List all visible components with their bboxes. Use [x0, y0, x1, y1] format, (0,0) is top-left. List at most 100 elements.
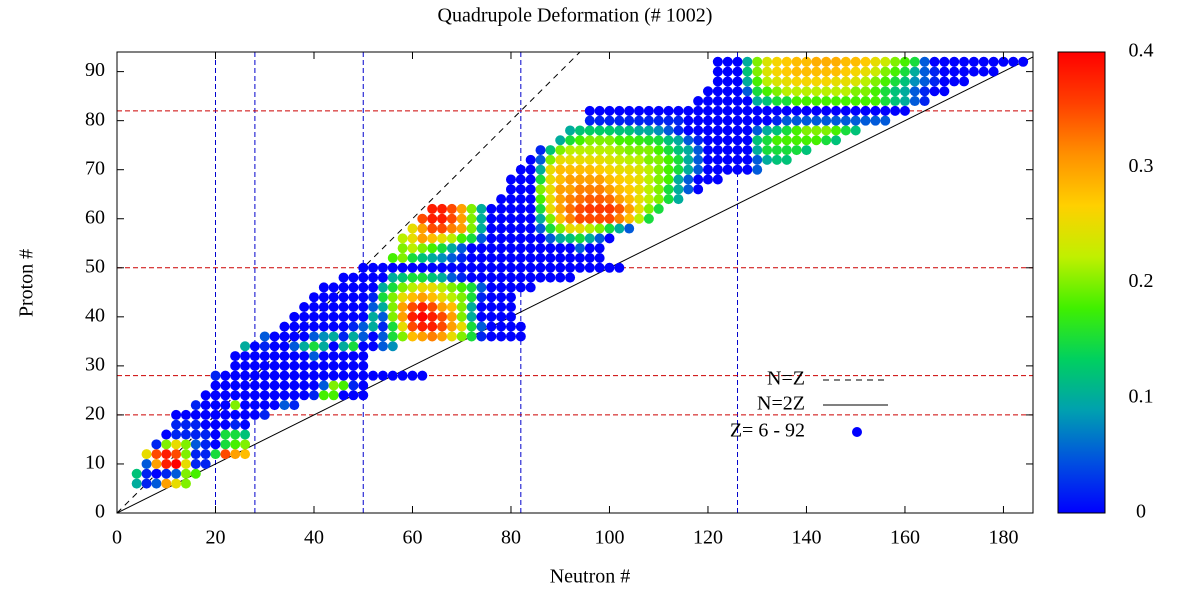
nucleus-point — [505, 262, 516, 273]
nucleus-point — [555, 223, 566, 234]
nucleus-point — [338, 341, 349, 352]
nucleus-point — [289, 311, 300, 322]
nucleus-point — [850, 115, 861, 126]
colorbar — [1057, 51, 1106, 514]
nucleus-point — [663, 145, 674, 156]
nucleus-point — [387, 252, 398, 263]
nucleus-point — [712, 86, 723, 97]
nucleus-point — [466, 203, 477, 214]
nucleus-point — [870, 105, 881, 116]
nucleus-point — [456, 262, 467, 273]
nucleus-point — [476, 311, 487, 322]
nucleus-point — [555, 194, 566, 205]
nucleus-point — [653, 115, 664, 126]
nucleus-point — [525, 243, 536, 254]
nucleus-point — [456, 243, 467, 254]
nucleus-point — [279, 360, 290, 371]
nucleus-point — [486, 282, 497, 293]
nucleus-point — [446, 203, 457, 214]
nucleus-point — [466, 213, 477, 224]
nucleus-point — [240, 409, 251, 420]
nucleus-point — [535, 233, 546, 244]
nucleus-point — [959, 66, 970, 77]
nucleus-point — [545, 243, 556, 254]
nucleus-point — [496, 203, 507, 214]
nucleus-point — [407, 292, 418, 303]
nucleus-point — [308, 331, 319, 342]
nucleus-point — [762, 56, 773, 67]
nucleus-point — [693, 164, 704, 175]
nucleus-point — [870, 76, 881, 87]
nucleus-point — [368, 311, 379, 322]
nucleus-point — [269, 331, 280, 342]
nucleus-point — [722, 125, 733, 136]
nucleus-point — [496, 272, 507, 283]
nucleus-point — [614, 213, 625, 224]
nucleus-point — [781, 96, 792, 107]
nucleus-point — [486, 233, 497, 244]
nucleus-point — [693, 125, 704, 136]
nucleus-point — [693, 115, 704, 126]
nucleus-point — [683, 105, 694, 116]
chart-title: Quadrupole Deformation (# 1002) — [438, 5, 713, 27]
nucleus-point — [269, 400, 280, 411]
nucleus-point — [899, 56, 910, 67]
nucleus-point — [752, 115, 763, 126]
nucleus-point — [909, 66, 920, 77]
nucleus-point — [446, 331, 457, 342]
nucleus-point — [230, 419, 241, 430]
nucleus-point — [171, 478, 182, 489]
nucleus-point — [417, 233, 428, 244]
nucleus-point — [210, 400, 221, 411]
nucleus-point — [269, 390, 280, 401]
nucleus-point — [959, 76, 970, 87]
nucleus-point — [604, 194, 615, 205]
nucleus-point — [161, 468, 172, 479]
nucleus-point — [240, 429, 251, 440]
nucleus-point — [722, 154, 733, 165]
nucleus-point — [742, 86, 753, 97]
nucleus-point — [249, 380, 260, 391]
nucleus-point — [427, 233, 438, 244]
nucleus-point — [840, 105, 851, 116]
nucleus-point — [811, 96, 822, 107]
nucleus-point — [762, 66, 773, 77]
nucleus-point — [565, 243, 576, 254]
nucleus-point — [269, 360, 280, 371]
nucleus-point — [348, 341, 359, 352]
nucleus-point — [811, 115, 822, 126]
nucleus-point — [249, 370, 260, 381]
nucleus-point — [348, 311, 359, 322]
nucleus-point — [929, 66, 940, 77]
nucleus-point — [496, 243, 507, 254]
nucleus-point — [387, 272, 398, 283]
nucleus-point — [978, 56, 989, 67]
nucleus-point — [496, 233, 507, 244]
nucleus-point — [466, 272, 477, 283]
x-tick-label: 60 — [402, 527, 422, 549]
nucleus-point — [427, 302, 438, 313]
nucleus-point — [722, 115, 733, 126]
nucleus-point — [860, 56, 871, 67]
nucleus-point — [279, 341, 290, 352]
nucleus-point — [870, 56, 881, 67]
nucleus-point — [673, 184, 684, 195]
axes: 0 0.1 0.2 0.3 0.4 0 20 40 60 80 100 120 140 160 180 0 10… — [85, 40, 1154, 549]
nucleus-point — [407, 223, 418, 234]
nucleus-point — [663, 154, 674, 165]
nucleus-point — [673, 174, 684, 185]
nucleus-point — [801, 66, 812, 77]
nucleus-point — [368, 341, 379, 352]
nucleus-point — [702, 105, 713, 116]
nucleus-point — [535, 223, 546, 234]
nucleus-point — [171, 458, 182, 469]
nucleus-point — [220, 429, 231, 440]
nucleus-point — [762, 125, 773, 136]
nucleus-point — [407, 262, 418, 273]
nucleus-point — [505, 213, 516, 224]
nucleus-point — [801, 56, 812, 67]
y-tick-label: 0 — [95, 501, 105, 523]
nucleus-point — [190, 449, 201, 460]
nucleus-point — [831, 125, 842, 136]
nucleus-point — [604, 105, 615, 116]
